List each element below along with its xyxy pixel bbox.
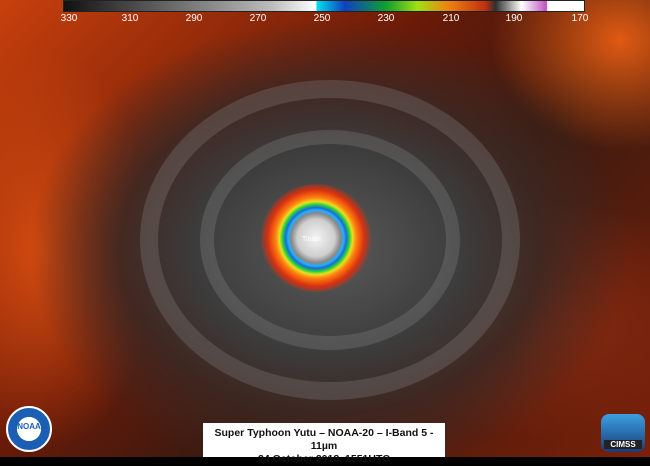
noaa-logo-text: NOAA bbox=[17, 422, 41, 431]
image-caption: Super Typhoon Yutu – NOAA-20 – I-Band 5 … bbox=[203, 423, 445, 465]
tick-label: 290 bbox=[185, 13, 203, 24]
caption-title: Super Typhoon Yutu – NOAA-20 – I-Band 5 … bbox=[214, 427, 434, 452]
tick-label: 170 bbox=[571, 13, 589, 24]
tick-label: 330 bbox=[60, 13, 78, 24]
tick-label: 230 bbox=[377, 13, 395, 24]
noaa-logo: NOAA bbox=[6, 406, 52, 452]
cimss-logo: CIMSS bbox=[601, 414, 645, 452]
tick-label: 310 bbox=[121, 13, 139, 24]
temperature-colorbar bbox=[63, 0, 585, 12]
tick-label: 270 bbox=[249, 13, 267, 24]
caption-date: 24 October 2018, 1551UTC bbox=[258, 453, 390, 465]
tick-label: 210 bbox=[442, 13, 460, 24]
typhoon-eye bbox=[260, 184, 372, 292]
tick-label: 250 bbox=[313, 13, 331, 24]
island-label: Tinian bbox=[302, 236, 321, 243]
tick-label: 190 bbox=[505, 13, 523, 24]
cimss-logo-text: CIMSS bbox=[604, 440, 642, 449]
